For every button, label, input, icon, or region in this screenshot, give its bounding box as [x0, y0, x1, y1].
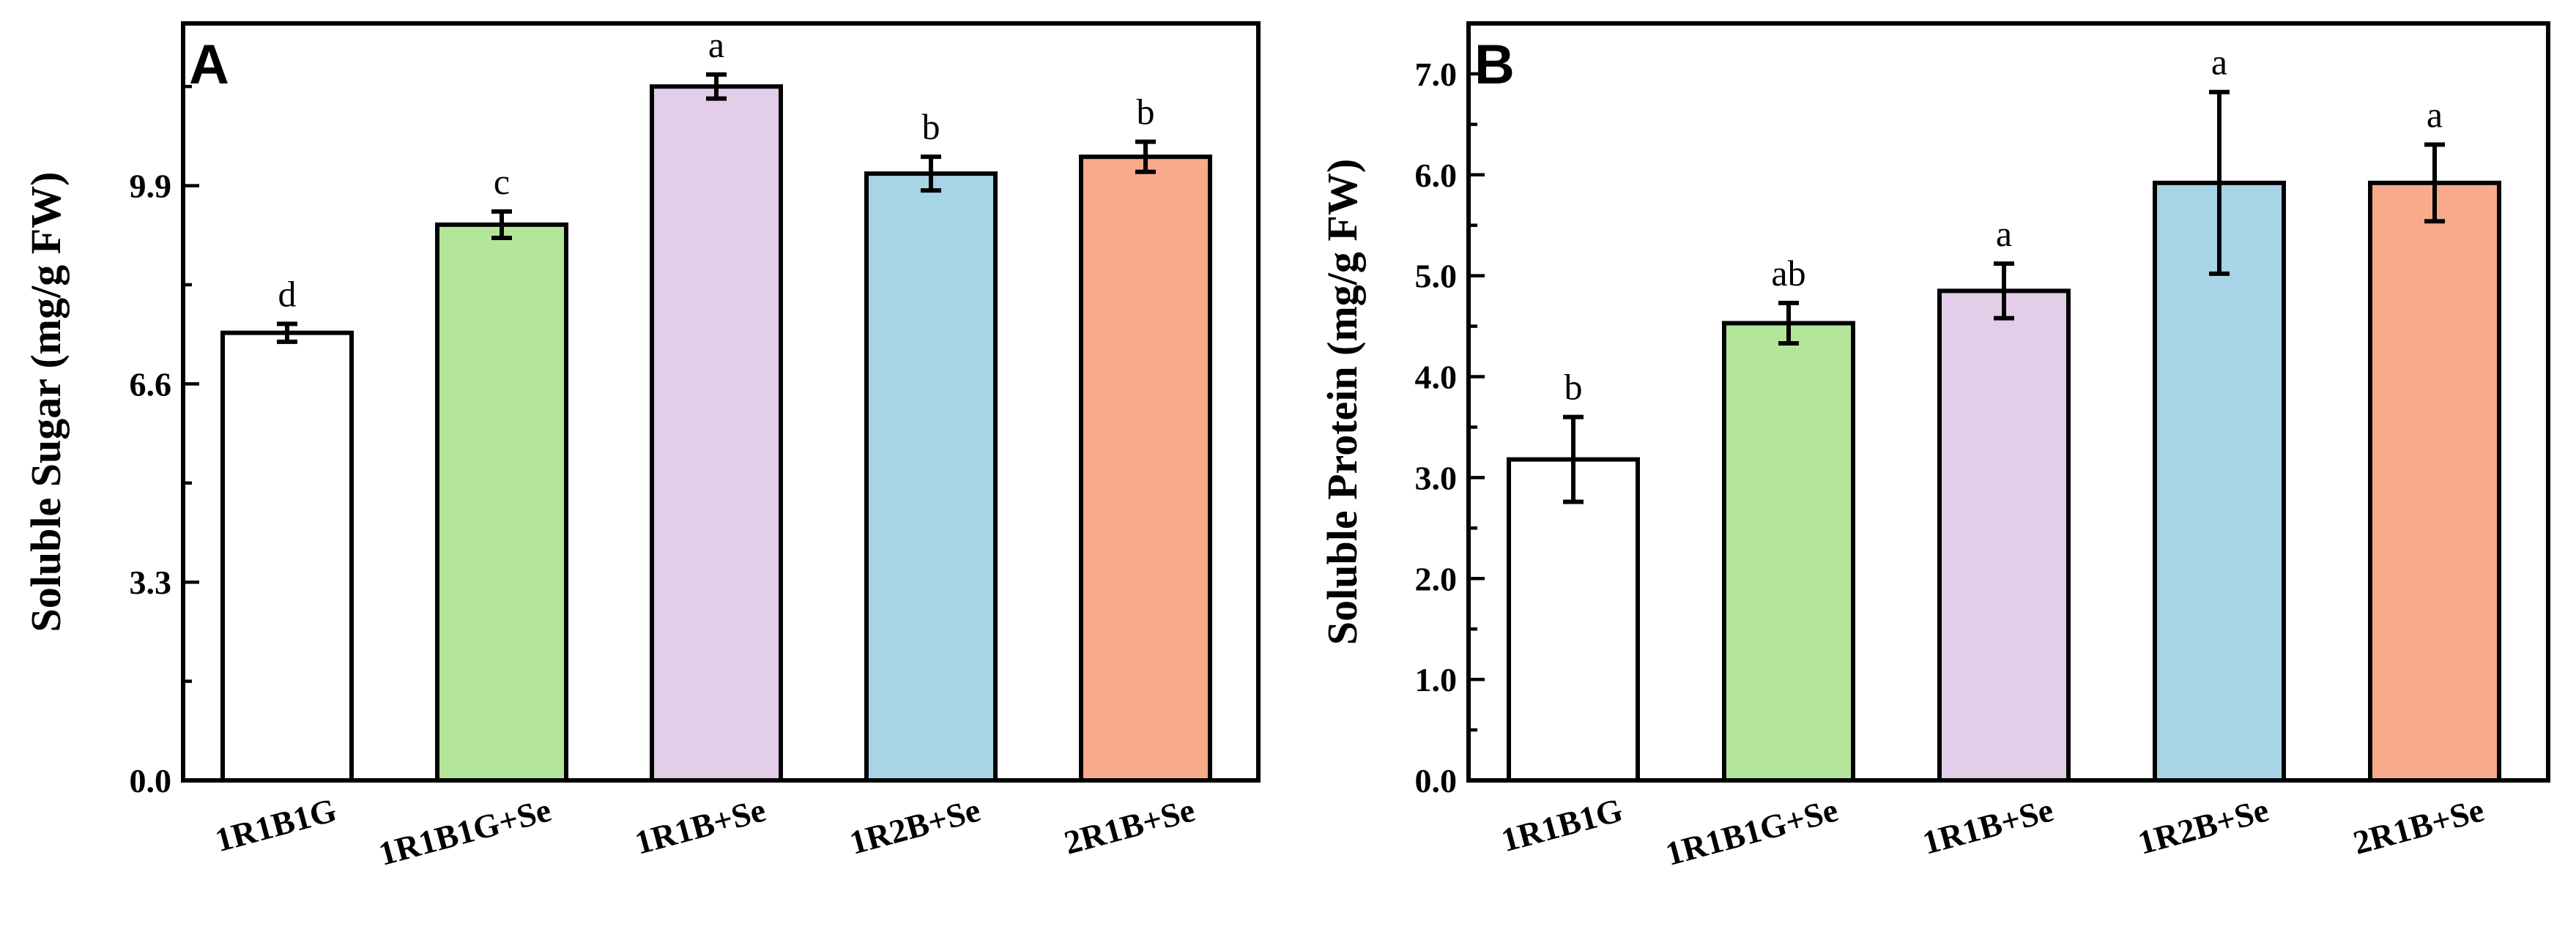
panel-b-y-ticks: 0.0 1.0 2.0 3.0 4.0 5.0 6.0 7.0: [1415, 56, 2437, 799]
panel-a-category-label-2: 1R1B1G+Se: [375, 791, 555, 873]
panel-b-category-label-5: 2R1B+Se: [2349, 791, 2487, 861]
panel-a-category-label-1: 1R1B1G: [211, 791, 340, 859]
panel-b-y-tick-label: 4.0: [1415, 359, 1458, 396]
panel-a-bars: d 1R1B1G c 1R1B1G+Se a 1R1B+Se b 1R2B+Se b 2R1B+S…: [211, 24, 1212, 873]
panel-b-category-label-4: 1R2B+Se: [2134, 791, 2272, 861]
panel-a: A Soluble Sugar (mg/g FW) 0.0 3.3 6.6 9.9 d…: [22, 21, 1261, 873]
panel-b-significance-1: b: [1564, 367, 1583, 408]
panel-b-y-tick-label: 2.0: [1415, 560, 1458, 597]
panel-a-bar-5: [1079, 154, 1212, 783]
panel-b-bar-4: [2153, 180, 2286, 783]
panel-b-y-tick-label: 0.0: [1415, 762, 1458, 799]
panel-b-y-tick-label: 7.0: [1415, 56, 1458, 93]
panel-b-bar-5: [2368, 180, 2501, 783]
panel-a-category-label-4: 1R2B+Se: [845, 791, 984, 861]
panel-a-category-label-5: 2R1B+Se: [1060, 791, 1198, 861]
panel-b-y-tick-label: 5.0: [1415, 258, 1458, 295]
panel-b-significance-5: a: [2427, 94, 2443, 135]
panel-a-y-tick-label: 0.0: [130, 762, 172, 799]
panel-b-bar-2: [1722, 321, 1855, 783]
panel-b-category-label-2: 1R1B1G+Se: [1662, 791, 1842, 873]
panel-b-bar-1: [1507, 457, 1640, 783]
panel-a-significance-2: c: [494, 161, 510, 202]
panel-a-y-tick-label: 9.9: [130, 168, 172, 205]
panel-b-y-tick-label: 3.0: [1415, 459, 1458, 496]
panel-a-bar-2: [435, 222, 568, 783]
panel-a-y-axis-title: Soluble Sugar (mg/g FW): [22, 172, 70, 633]
panel-a-category-label-3: 1R1B+Se: [631, 791, 769, 861]
panel-b-letter: B: [1474, 34, 1515, 96]
panel-b-bar-3: [1937, 288, 2071, 783]
panel-a-significance-4: b: [922, 106, 940, 147]
panel-a-significance-5: b: [1137, 92, 1155, 133]
panel-b-significance-2: ab: [1771, 253, 1805, 294]
panel-b-bars: b 1R1B1G ab 1R1B1G+Se a 1R1B+Se a 1R2B+Se a 2R1B+…: [1497, 42, 2501, 873]
panel-a-bar-3: [650, 84, 783, 783]
panel-a-letter: A: [189, 34, 229, 96]
panel-b-category-label-1: 1R1B1G: [1497, 791, 1626, 859]
panel-a-bar-1: [220, 330, 354, 783]
panel-b-y-tick-label: 1.0: [1415, 661, 1458, 698]
panel-a-bar-4: [864, 171, 998, 783]
panel-b-y-axis-title: Soluble Protein (mg/g FW): [1318, 159, 1366, 645]
panel-b-category-label-3: 1R1B+Se: [1918, 791, 2057, 861]
panel-a-y-tick-label: 6.6: [130, 365, 172, 403]
panel-b: B Soluble Protein (mg/g FW) 0.0 1.0 2.0 3.0…: [1318, 21, 2550, 873]
panel-b-significance-4: a: [2211, 42, 2227, 83]
panel-a-significance-1: d: [278, 273, 297, 314]
panel-a-significance-3: a: [708, 24, 724, 65]
panel-b-y-tick-label: 6.0: [1415, 157, 1458, 194]
panel-a-y-tick-label: 3.3: [130, 564, 172, 601]
panel-b-significance-3: a: [1996, 213, 2012, 254]
